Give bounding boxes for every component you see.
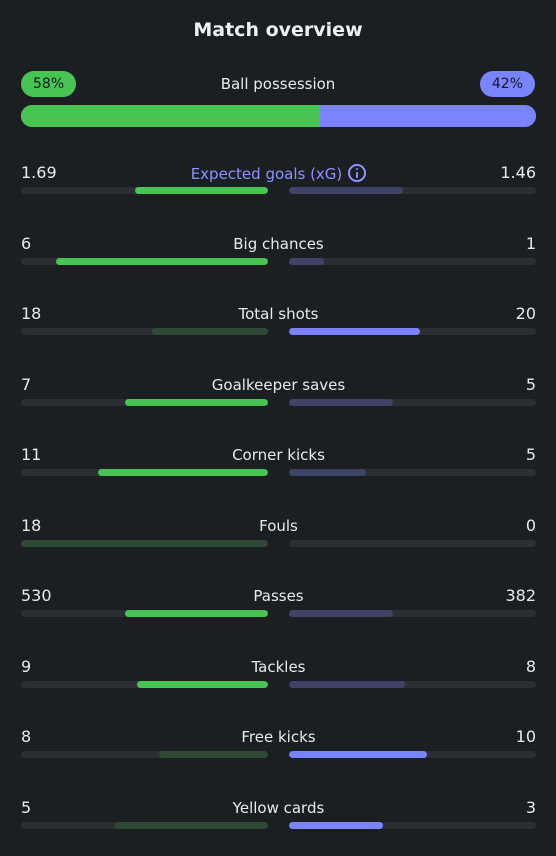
stat-label: Big chances — [21, 235, 536, 253]
stat-home-bar — [21, 328, 268, 335]
stat-away-bar — [289, 822, 536, 829]
stat-away-bar — [289, 328, 536, 335]
possession-away-fill — [319, 105, 536, 127]
stat-away-bar — [289, 187, 536, 194]
stat-row: 5 Yellow cards 3 — [21, 798, 536, 838]
stat-home-bar — [21, 187, 268, 194]
stat-label-text: Free kicks — [241, 728, 316, 746]
possession-bar — [21, 105, 536, 127]
stat-label-text: Goalkeeper saves — [211, 376, 346, 394]
stat-home-bar — [21, 822, 268, 829]
stat-home-bar-fill — [124, 399, 268, 406]
stat-away-bar-fill — [289, 610, 393, 617]
stat-away-bar — [289, 751, 536, 758]
stat-away-value: 1.46 — [500, 163, 536, 182]
stat-away-value: 0 — [525, 516, 536, 535]
stat-home-value: 18 — [21, 304, 42, 323]
possession-home-badge: 58% — [21, 71, 77, 97]
stat-home-bar-fill — [97, 469, 268, 476]
stat-home-bar — [21, 540, 268, 547]
stat-home-value: 18 — [21, 516, 42, 535]
stat-away-value: 382 — [505, 586, 536, 605]
stat-away-bar-fill — [289, 258, 324, 265]
stat-away-bar — [289, 469, 536, 476]
stat-away-bar — [289, 610, 536, 617]
stat-home-bar — [21, 469, 268, 476]
stat-away-value: 3 — [525, 798, 536, 817]
stat-row: 8 Free kicks 10 — [21, 727, 536, 767]
stat-away-bar-fill — [289, 328, 420, 335]
stat-row: 9 Tackles 8 — [21, 657, 536, 697]
stat-label: Goalkeeper saves — [21, 376, 536, 394]
stat-label-text: Big chances — [233, 235, 324, 253]
stat-home-bar-fill — [124, 610, 268, 617]
stat-label: Passes — [21, 587, 536, 605]
stat-label-text: Passes — [253, 587, 304, 605]
panel-title: Match overview — [193, 19, 363, 41]
stat-away-bar-fill — [289, 822, 383, 829]
stat-home-bar — [21, 681, 268, 688]
stat-label: Total shots — [21, 305, 536, 323]
stat-label-text: Yellow cards — [232, 799, 325, 817]
stat-home-value: 5 — [21, 798, 32, 817]
stat-row: 18 Total shots 20 — [21, 304, 536, 344]
stat-label-text: Total shots — [238, 305, 319, 323]
stat-away-value: 8 — [525, 657, 536, 676]
stat-row: 1.69 Expected goals (xG) 1.46 — [21, 163, 536, 203]
stat-label-text: Corner kicks — [232, 446, 325, 464]
stat-away-bar-fill — [289, 681, 406, 688]
stat-away-bar — [289, 399, 536, 406]
stat-away-value: 10 — [515, 727, 536, 746]
stat-home-bar — [21, 751, 268, 758]
stat-home-value: 8 — [21, 727, 32, 746]
stat-away-bar — [289, 540, 536, 547]
stat-label[interactable]: Expected goals (xG) — [21, 164, 536, 183]
stat-home-value: 1.69 — [21, 163, 57, 182]
stat-label: Tackles — [21, 658, 536, 676]
stat-home-bar-fill — [114, 822, 268, 829]
stat-row: 11 Corner kicks 5 — [21, 445, 536, 485]
stat-label-text: Fouls — [259, 517, 298, 535]
stat-away-bar-fill — [289, 399, 393, 406]
stat-home-bar-fill — [137, 681, 268, 688]
stat-label-text: Expected goals (xG) — [190, 165, 343, 183]
stat-home-bar-fill — [159, 751, 268, 758]
info-icon[interactable] — [348, 164, 367, 182]
stat-home-bar-fill — [55, 258, 268, 265]
stat-row: 6 Big chances 1 — [21, 234, 536, 274]
stat-home-value: 530 — [21, 586, 52, 605]
stat-home-value: 6 — [21, 234, 32, 253]
stat-home-value: 11 — [21, 445, 42, 464]
stat-home-bar — [21, 610, 268, 617]
stat-away-bar — [289, 258, 536, 265]
stat-label: Fouls — [21, 517, 536, 535]
stat-away-value: 5 — [525, 375, 536, 394]
stat-away-bar-fill — [289, 187, 403, 194]
stat-home-value: 9 — [21, 657, 32, 676]
possession-label: Ball possession — [220, 75, 336, 93]
stat-row: 530 Passes 382 — [21, 586, 536, 626]
stat-home-bar — [21, 399, 268, 406]
stat-label: Corner kicks — [21, 446, 536, 464]
possession-home-fill — [21, 105, 320, 127]
possession-away-badge: 42% — [479, 71, 535, 97]
stat-home-bar-fill — [151, 328, 268, 335]
stat-away-value: 20 — [515, 304, 536, 323]
stat-label: Yellow cards — [21, 799, 536, 817]
stat-away-bar-fill — [289, 469, 366, 476]
stat-home-bar-fill — [134, 187, 268, 194]
stat-home-value: 7 — [21, 375, 32, 394]
stat-home-bar — [21, 258, 268, 265]
stat-label-text: Tackles — [251, 658, 306, 676]
stat-home-bar-fill — [21, 540, 268, 547]
stat-label: Free kicks — [21, 728, 536, 746]
stat-row: 18 Fouls 0 — [21, 516, 536, 556]
stat-away-value: 1 — [525, 234, 536, 253]
stat-row: 7 Goalkeeper saves 5 — [21, 375, 536, 415]
stat-away-value: 5 — [525, 445, 536, 464]
stat-away-bar — [289, 681, 536, 688]
stat-away-bar-fill — [289, 751, 428, 758]
